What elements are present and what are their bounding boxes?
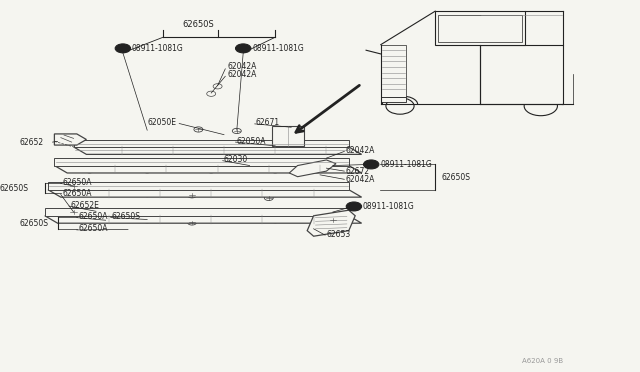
Circle shape: [346, 202, 362, 211]
Text: 62042A: 62042A: [346, 175, 375, 184]
Polygon shape: [381, 97, 406, 102]
Polygon shape: [45, 216, 362, 223]
Text: N: N: [351, 204, 356, 209]
Text: 08911-1081G: 08911-1081G: [252, 44, 304, 53]
Polygon shape: [435, 11, 525, 45]
Text: 62042A: 62042A: [227, 70, 257, 79]
Polygon shape: [54, 166, 362, 173]
Text: 62652: 62652: [19, 138, 44, 147]
Polygon shape: [45, 208, 349, 216]
Text: 62653: 62653: [326, 230, 351, 239]
Text: 62650S: 62650S: [19, 219, 48, 228]
Polygon shape: [48, 190, 362, 197]
Text: 08911-1081G: 08911-1081G: [132, 44, 184, 53]
Text: 62050A: 62050A: [237, 137, 266, 146]
Text: 62671: 62671: [256, 118, 280, 127]
Text: 62650S: 62650S: [112, 212, 141, 221]
Polygon shape: [438, 15, 522, 42]
Text: 62650A: 62650A: [63, 178, 92, 187]
Text: N: N: [120, 46, 125, 51]
Text: 62650A: 62650A: [63, 189, 92, 198]
Text: 62650S: 62650S: [0, 184, 29, 193]
Polygon shape: [381, 45, 406, 97]
Text: 08911-1081G: 08911-1081G: [380, 160, 432, 169]
Polygon shape: [74, 140, 349, 147]
Circle shape: [236, 44, 251, 53]
Polygon shape: [307, 210, 355, 236]
Polygon shape: [54, 134, 86, 145]
Text: 62672: 62672: [346, 167, 370, 176]
Polygon shape: [74, 147, 362, 154]
Text: 62042A: 62042A: [346, 146, 375, 155]
Text: 08911-1081G: 08911-1081G: [363, 202, 415, 211]
Text: A620A 0 9B: A620A 0 9B: [522, 358, 563, 364]
Text: 62652E: 62652E: [70, 201, 99, 210]
Text: 62650A: 62650A: [79, 212, 108, 221]
Text: N: N: [241, 46, 246, 51]
Circle shape: [115, 44, 131, 53]
Polygon shape: [48, 182, 349, 190]
Polygon shape: [480, 45, 563, 104]
Text: 62650S: 62650S: [182, 20, 214, 29]
Text: 62650S: 62650S: [442, 173, 470, 182]
Polygon shape: [272, 126, 304, 146]
Polygon shape: [54, 158, 349, 166]
Text: 62030: 62030: [224, 155, 248, 164]
Polygon shape: [289, 160, 336, 177]
Text: 62650A: 62650A: [79, 224, 108, 233]
Text: 62042A: 62042A: [227, 62, 257, 71]
Text: N: N: [369, 162, 374, 167]
Circle shape: [364, 160, 379, 169]
Text: 62050E: 62050E: [147, 118, 176, 127]
